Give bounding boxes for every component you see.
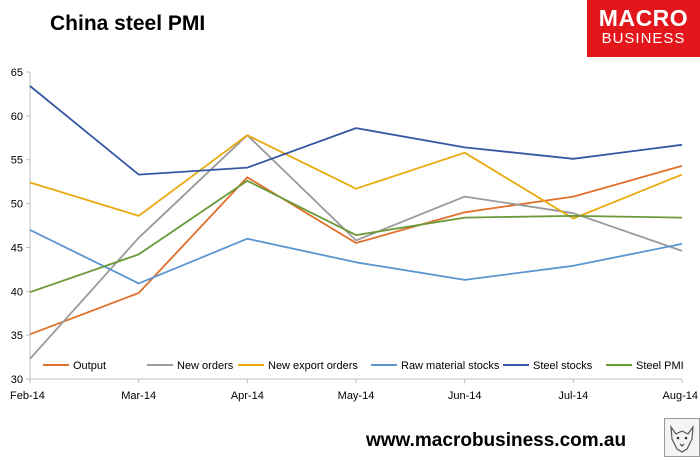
y-tick-label: 60 xyxy=(11,111,23,123)
series-line-steel-stocks xyxy=(29,85,683,176)
logo-line-1: MACRO xyxy=(598,5,689,31)
legend-label: Steel PMI xyxy=(636,360,684,372)
y-tick-label: 45 xyxy=(11,242,23,254)
macrobusiness-logo: MACRO BUSINESS xyxy=(587,0,700,57)
x-tick-label: Apr-14 xyxy=(231,390,264,402)
y-tick-label: 35 xyxy=(11,330,23,342)
y-tick-label: 50 xyxy=(11,199,23,211)
series-line-steel-pmi xyxy=(29,179,683,294)
x-tick-label: Mar-14 xyxy=(121,390,156,402)
legend-label: New orders xyxy=(177,360,234,372)
website-url: www.macrobusiness.com.au xyxy=(366,430,627,451)
x-tick-label: May-14 xyxy=(338,390,375,402)
x-tick-label: Feb-14 xyxy=(10,390,45,402)
chart-series xyxy=(29,85,683,360)
legend-label: Raw material stocks xyxy=(401,360,500,372)
y-tick-label: 65 xyxy=(11,67,23,79)
series-line-new-export-orders xyxy=(29,134,683,220)
legend-label: New export orders xyxy=(268,360,358,372)
legend-label: Steel stocks xyxy=(533,360,593,372)
y-tick-label: 30 xyxy=(11,374,23,386)
series-line-output xyxy=(29,165,683,336)
series-line-new-orders xyxy=(29,134,683,360)
x-tick-label: Jun-14 xyxy=(448,390,482,402)
legend-label: Output xyxy=(73,360,106,372)
y-tick-label: 55 xyxy=(11,155,23,167)
series-line-raw-material-stocks xyxy=(29,229,683,285)
y-tick-label: 40 xyxy=(11,286,23,298)
x-tick-label: Jul-14 xyxy=(558,390,588,402)
logo-line-2: BUSINESS xyxy=(601,30,686,47)
wolf-emblem-icon xyxy=(664,418,700,457)
chart-title: China steel PMI xyxy=(50,12,206,35)
chart-axes: 30 35 40 45 50 55 60 65 Feb-14 Mar-14 Apr-14 May-14… xyxy=(10,67,698,402)
x-tick-label: Aug-14 xyxy=(663,390,698,402)
chart-legend: Output New orders New export orders Raw mat… xyxy=(43,360,684,372)
